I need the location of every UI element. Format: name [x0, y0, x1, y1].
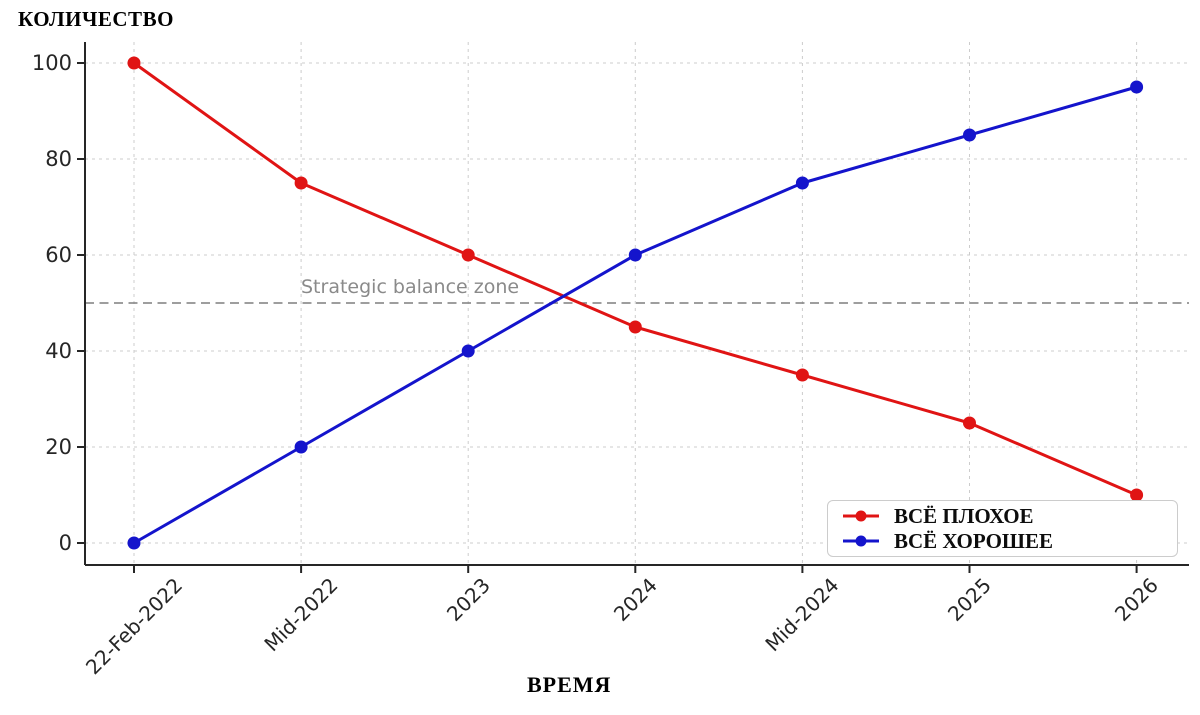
data-point-series-1: [795, 176, 809, 190]
data-point-series-1: [963, 128, 976, 142]
data-point-series-1: [461, 344, 475, 358]
y-tick-label: 80: [45, 147, 72, 171]
legend-red-line-icon: [843, 510, 879, 522]
y-tick-label: 40: [45, 339, 72, 363]
x-axis-title: ВРЕМЯ: [527, 672, 612, 697]
data-point-series-0: [461, 248, 475, 262]
reference-line-label: Strategic balance zone: [301, 276, 520, 298]
legend-label-good: ВСЁ ХОРОШЕЕ: [894, 528, 1053, 553]
data-point-series-1: [127, 536, 141, 550]
data-point-series-0: [628, 320, 642, 334]
y-tick-label: 0: [58, 531, 72, 555]
legend-blue-line-icon: [843, 535, 879, 547]
data-point-series-0: [294, 176, 308, 190]
data-point-series-0: [1130, 488, 1144, 502]
y-axis-title: КОЛИЧЕСТВО: [18, 7, 174, 31]
data-point-series-0: [795, 368, 809, 382]
y-tick-label: 100: [31, 51, 72, 75]
y-tick-label: 60: [45, 243, 72, 267]
data-point-series-0: [963, 416, 976, 430]
data-point-series-1: [1130, 80, 1144, 94]
legend-item-bad: ВСЁ ПЛОХОЕ: [836, 504, 1169, 528]
data-point-series-1: [628, 248, 642, 262]
legend-item-good: ВСЁ ХОРОШЕЕ: [836, 529, 1169, 553]
legend: ВСЁ ПЛОХОЕ ВСЁ ХОРОШЕЕ: [827, 500, 1178, 557]
y-tick-label: 20: [45, 435, 72, 459]
legend-label-bad: ВСЁ ПЛОХОЕ: [894, 503, 1034, 528]
data-point-series-1: [294, 440, 308, 454]
data-point-series-0: [127, 56, 141, 70]
